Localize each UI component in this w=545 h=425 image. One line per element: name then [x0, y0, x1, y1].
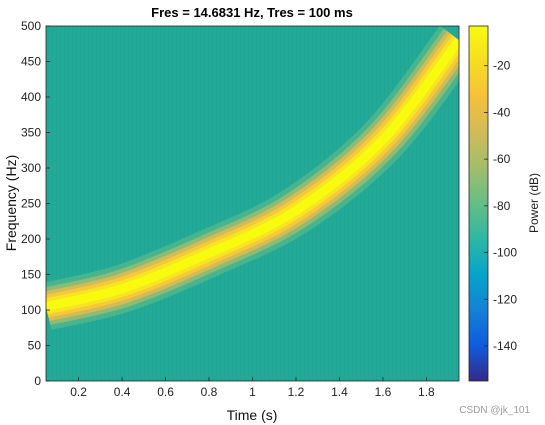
x-tick-label: 0.2: [70, 385, 87, 399]
y-tick-label: 250: [21, 197, 41, 211]
colorbar-tick-label: -140: [493, 339, 517, 353]
colorbar-tick-label: -80: [493, 199, 511, 213]
x-tick-label: 1.4: [331, 385, 348, 399]
x-axis: 0.2 0.4 0.6 0.8 1 1.2 1.4 1.6 1.8: [70, 377, 435, 399]
y-tick-label: 400: [21, 90, 41, 104]
x-tick-label: 1.2: [288, 385, 305, 399]
y-tick-label: 450: [21, 55, 41, 69]
y-tick-label: 300: [21, 161, 41, 175]
chart-title: Fres = 14.6831 Hz, Tres = 100 ms: [151, 5, 353, 20]
texture-overlay: [46, 26, 459, 381]
colorbar-tick-label: -20: [493, 59, 511, 73]
plot-area: [46, 26, 459, 381]
x-axis-label: Time (s): [227, 407, 278, 423]
colorbar-ticks: -20 -40 -60 -80 -100 -120 -140: [484, 59, 517, 353]
x-tick-label: 0.4: [114, 385, 131, 399]
watermark: CSDN @jk_101: [459, 405, 530, 416]
y-tick-label: 100: [21, 303, 41, 317]
x-tick-label: 0.6: [157, 385, 174, 399]
y-tick-label: 50: [28, 339, 42, 353]
y-tick-label: 500: [21, 19, 41, 33]
x-tick-label: 1.8: [418, 385, 435, 399]
colorbar: -20 -40 -60 -80 -100 -120 -140 Power (dB): [468, 25, 541, 382]
y-tick-label: 200: [21, 232, 41, 246]
colorbar-gradient: [468, 25, 489, 382]
colorbar-tick-label: -120: [493, 292, 517, 306]
x-tick-label: 1.6: [375, 385, 392, 399]
colorbar-tick-label: -60: [493, 152, 511, 166]
y-tick-label: 350: [21, 126, 41, 140]
y-axis-label: Frequency (Hz): [3, 155, 19, 251]
colorbar-tick-label: -40: [493, 105, 511, 119]
x-tick-label: 1: [249, 385, 256, 399]
x-tick-label: 0.8: [201, 385, 218, 399]
y-tick-label: 0: [34, 374, 41, 388]
y-tick-label: 150: [21, 268, 41, 282]
colorbar-label: Power (dB): [527, 173, 541, 233]
colorbar-tick-label: -100: [493, 246, 517, 260]
y-axis: 0 50 100 150 200 250 300 350 400 450 500: [21, 19, 50, 388]
ridge-band-5: [46, 37, 459, 311]
ridge-layer: [46, 26, 459, 330]
